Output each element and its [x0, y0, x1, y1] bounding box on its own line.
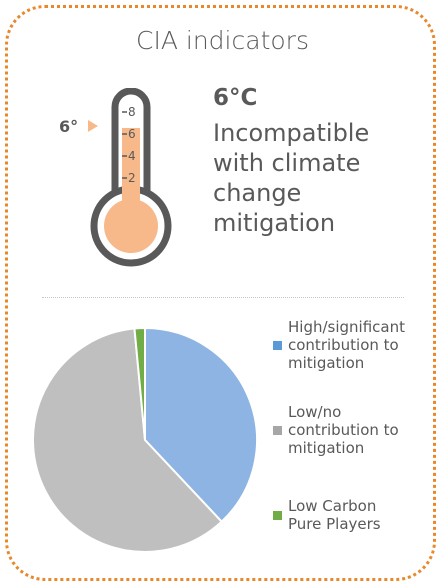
- pie-slice-2: [133, 326, 146, 441]
- legend-item-pure-players: Low Carbon Pure Players: [273, 497, 381, 533]
- scale-label-8: 8: [128, 105, 136, 119]
- scale-label-2: 2: [128, 171, 136, 185]
- legend-label: Low/no contribution to mitigation: [288, 403, 399, 457]
- pie-slice-0: [144, 326, 258, 524]
- card-title: CIA indicators: [136, 26, 309, 55]
- legend-label: High/significant contribution to mitigat…: [288, 318, 405, 372]
- thermometer-icon: 8 6 4 2 6°: [59, 88, 172, 267]
- scale-label-4: 4: [128, 149, 136, 163]
- legend-swatch: [273, 510, 282, 520]
- pie-slice-1: [32, 327, 224, 553]
- temperature-description: Incompatible with climate change mitigat…: [213, 119, 370, 237]
- legend-label: Low Carbon Pure Players: [288, 497, 381, 533]
- temperature-value: 6°C: [213, 85, 258, 111]
- legend-swatch: [273, 425, 282, 435]
- scale-label-6: 6: [128, 127, 136, 141]
- pointer-arrow-icon: [88, 120, 98, 132]
- pointer-label: 6°: [59, 117, 78, 136]
- legend-item-low: Low/no contribution to mitigation: [273, 403, 399, 457]
- legend-swatch: [273, 340, 282, 350]
- thermometer-bulb-fill: [104, 199, 158, 253]
- card-border: [5, 5, 436, 581]
- section-divider: [42, 297, 404, 298]
- legend-item-high: High/significant contribution to mitigat…: [273, 318, 405, 372]
